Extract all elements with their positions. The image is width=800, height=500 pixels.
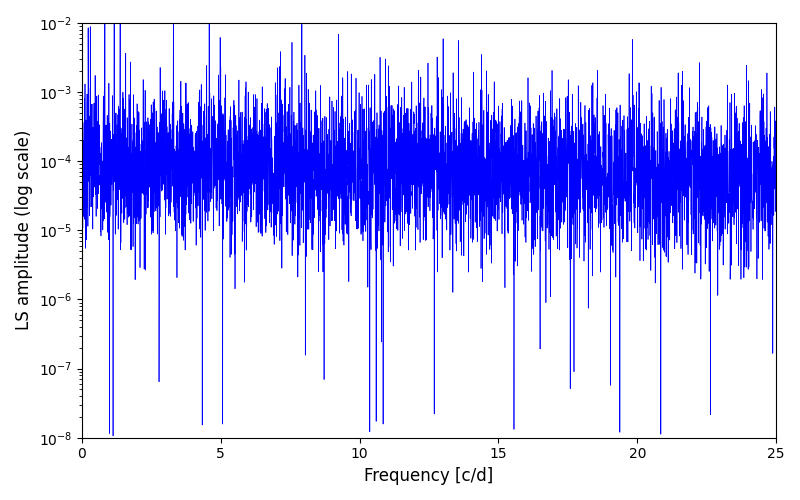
X-axis label: Frequency [c/d]: Frequency [c/d] xyxy=(364,467,494,485)
Y-axis label: LS amplitude (log scale): LS amplitude (log scale) xyxy=(15,130,33,330)
